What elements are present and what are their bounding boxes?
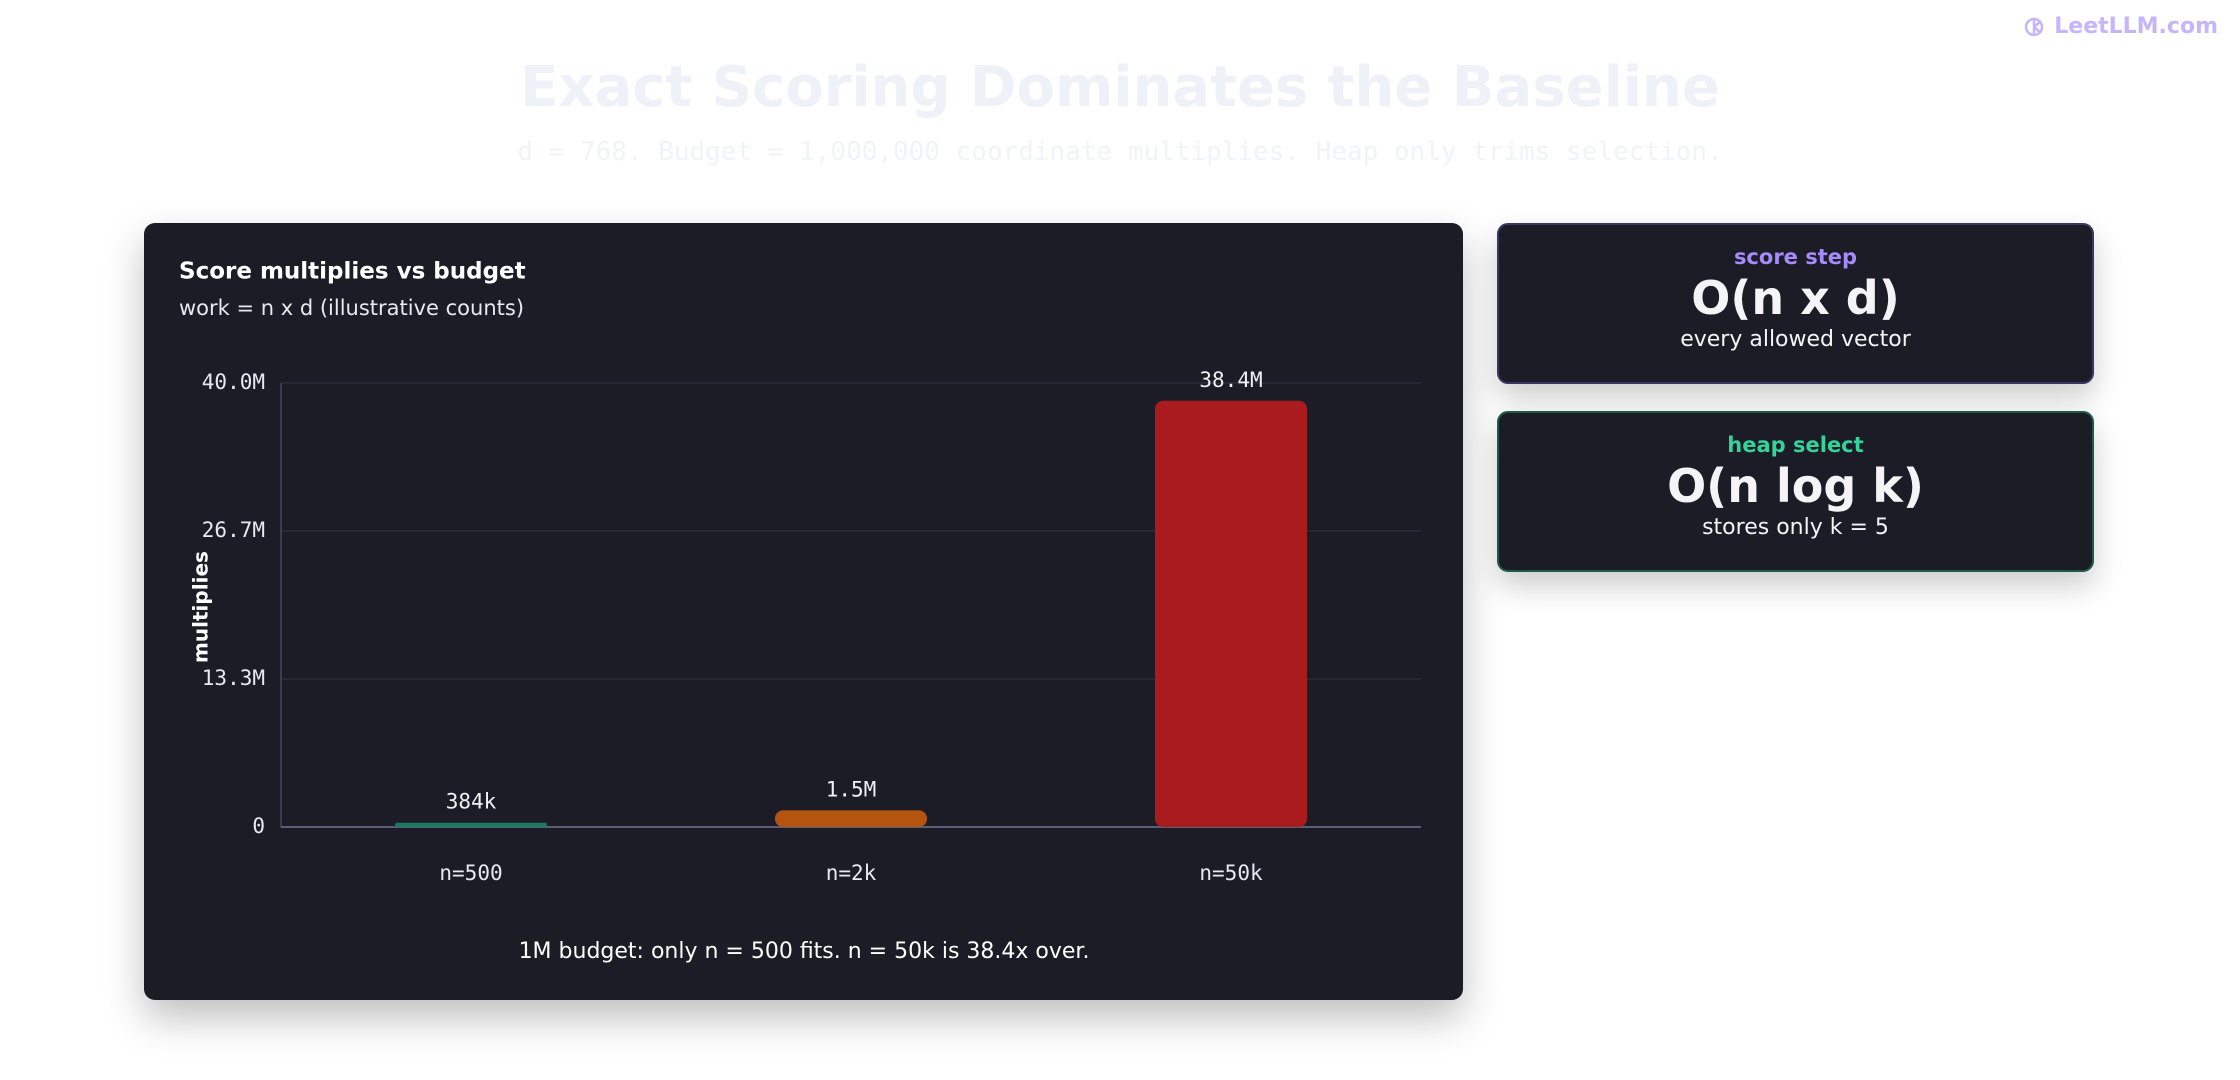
x-tick-label: n=2k: [826, 861, 877, 885]
card-formula: O(n x d): [1691, 271, 1900, 325]
card-formula: O(n log k): [1667, 459, 1924, 513]
y-axis-label: multiplies: [189, 551, 213, 663]
y-tick-label: 0: [252, 814, 265, 838]
card-label: heap select: [1727, 433, 1864, 457]
chart-panel: Score multiplies vs budget work = n x d …: [144, 223, 1463, 1000]
logo-text: LeetLLM.com: [2054, 14, 2218, 39]
bar: [775, 810, 927, 827]
chart-title: Score multiplies vs budget: [179, 259, 526, 285]
card-caption: stores only k = 5: [1702, 515, 1889, 540]
bar: [1155, 400, 1307, 827]
chart: Score multiplies vs budget work = n x d …: [179, 259, 1421, 964]
x-tick-label: n=500: [439, 861, 502, 885]
x-tick-label: n=50k: [1199, 861, 1263, 885]
page-title: Exact Scoring Dominates the Baseline: [520, 55, 1720, 120]
bar: [395, 822, 547, 827]
chart-subtitle: work = n x d (illustrative counts): [179, 296, 524, 320]
value-label: 38.4M: [1199, 368, 1262, 392]
value-label: 384k: [446, 790, 497, 814]
card-label: score step: [1733, 245, 1858, 269]
card: heap select O(n log k) stores only k = 5: [1497, 411, 2094, 572]
logo[interactable]: LeetLLM.com: [2022, 14, 2218, 39]
card: score step O(n x d) every allowed vector: [1497, 223, 2094, 384]
y-tick-label: 40.0M: [202, 370, 265, 394]
value-label: 1.5M: [826, 777, 877, 801]
page-subtitle: d = 768. Budget = 1,000,000 coordinate m…: [517, 137, 1723, 167]
card-caption: every allowed vector: [1680, 327, 1911, 352]
y-tick-label: 26.7M: [202, 518, 265, 542]
chart-note: 1M budget: only n = 500 fits. n = 50k is…: [519, 939, 1090, 964]
logo-icon: [2025, 17, 2044, 36]
y-tick-label: 13.3M: [202, 666, 265, 690]
